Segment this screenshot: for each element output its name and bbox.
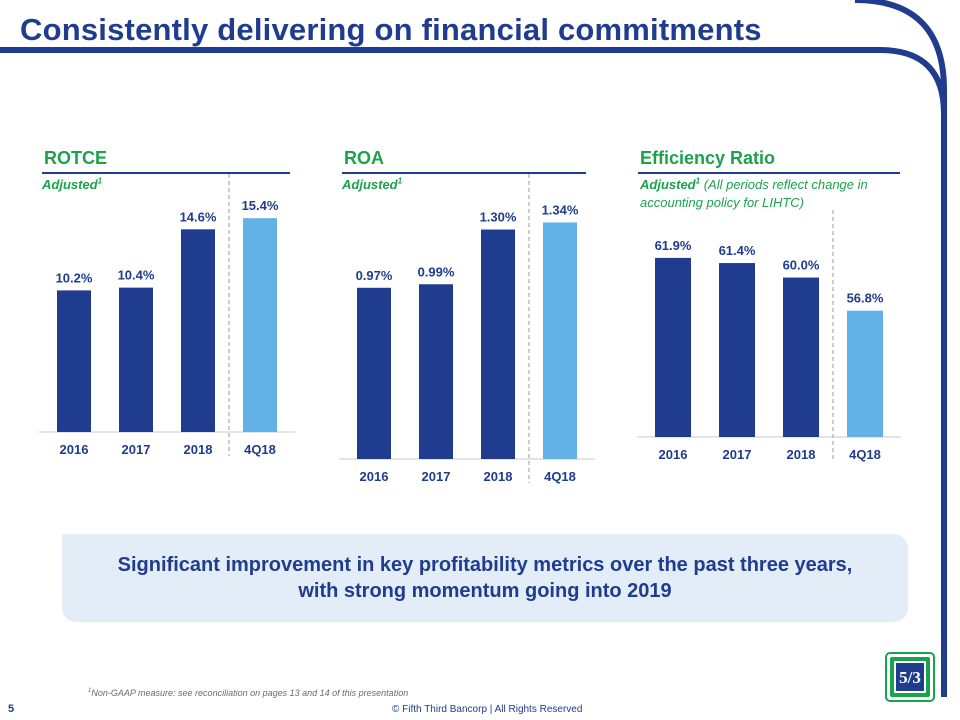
charts-canvas: 10.2% 2016 10.4% 2017 14.6% 2018 15.4% 4Q18 0.97… xyxy=(39,174,901,484)
bar xyxy=(543,222,577,459)
subtitle-label: Adjusted xyxy=(640,177,696,192)
data-label: 15.4% xyxy=(242,198,279,213)
subtitle-sup: 1 xyxy=(397,176,403,186)
tick-label: 2018 xyxy=(184,442,213,457)
tick-label: 4Q18 xyxy=(544,469,576,484)
bar xyxy=(847,310,883,437)
data-label: 60.0% xyxy=(783,258,820,273)
page-title: Consistently delivering on financial com… xyxy=(20,12,762,47)
page-number: 5 xyxy=(8,703,15,715)
tick-label: 2017 xyxy=(422,469,451,484)
bar xyxy=(719,263,755,437)
svg-text:5/3: 5/3 xyxy=(899,668,921,687)
footnote-sup: 1 xyxy=(88,688,92,694)
data-label: 61.9% xyxy=(655,238,692,253)
footnote: 1Non-GAAP measure: see reconciliation on… xyxy=(88,688,408,698)
subtitle-sup: 1 xyxy=(695,176,701,186)
data-label: 10.4% xyxy=(118,268,155,283)
tick-label: 2016 xyxy=(60,442,89,457)
tick-label: 4Q18 xyxy=(849,447,881,462)
bar xyxy=(481,229,515,459)
bar xyxy=(243,218,277,432)
chart-title-roa: ROA xyxy=(344,148,384,168)
footnote-text: Non-GAAP measure: see reconciliation on … xyxy=(91,688,409,698)
data-label: 56.8% xyxy=(847,291,884,306)
bar xyxy=(119,287,153,432)
tick-label: 2018 xyxy=(787,447,816,462)
callout-box: Significant improvement in key profitabi… xyxy=(62,534,908,622)
fifth-third-logo-icon: 5/3 xyxy=(885,652,935,702)
chart-rule-rotce xyxy=(42,172,290,174)
bar xyxy=(419,284,453,459)
data-label: 0.97% xyxy=(356,268,393,283)
data-label: 14.6% xyxy=(180,209,217,224)
subtitle-note: (All periods reflect change in accountin… xyxy=(640,177,868,210)
copyright: © Fifth Third Bancorp | All Rights Reser… xyxy=(392,704,583,715)
data-label: 1.34% xyxy=(542,202,579,217)
bar xyxy=(655,257,691,437)
tick-label: 2017 xyxy=(122,442,151,457)
callout-text: Significant improvement in key profitabi… xyxy=(117,554,853,602)
data-label: 1.30% xyxy=(480,210,517,225)
chart-subtitle-roa: Adjusted1 xyxy=(342,176,402,194)
tick-label: 2016 xyxy=(360,469,389,484)
bar xyxy=(357,287,391,459)
chart-rule-roa xyxy=(342,172,586,174)
data-label: 0.99% xyxy=(418,264,455,279)
tick-label: 4Q18 xyxy=(244,442,276,457)
tick-label: 2018 xyxy=(484,469,513,484)
chart-rule-efficiency xyxy=(638,172,900,174)
chart-subtitle-efficiency: Adjusted1 (All periods reflect change in… xyxy=(640,176,902,212)
subtitle-label: Adjusted xyxy=(342,177,398,192)
data-label: 61.4% xyxy=(719,243,756,258)
tick-label: 2016 xyxy=(659,447,688,462)
bar xyxy=(783,277,819,437)
subtitle-sup: 1 xyxy=(97,176,103,186)
subtitle-label: Adjusted xyxy=(42,177,98,192)
bar xyxy=(181,229,215,432)
bar xyxy=(57,290,91,432)
chart-subtitle-rotce: Adjusted1 xyxy=(42,176,102,194)
chart-title-efficiency: Efficiency Ratio xyxy=(640,148,776,168)
tick-label: 2017 xyxy=(723,447,752,462)
data-label: 10.2% xyxy=(56,270,93,285)
chart-title-rotce: ROTCE xyxy=(44,148,107,168)
